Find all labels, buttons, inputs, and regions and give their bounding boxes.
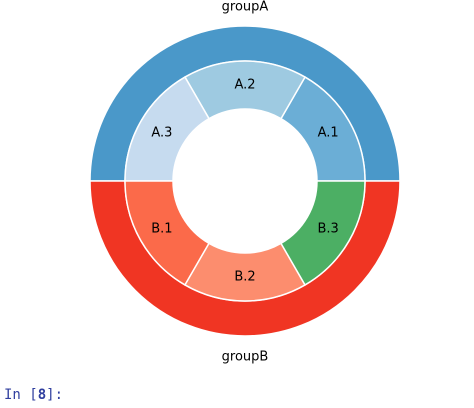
inner-label-b-1: B.1 [151, 222, 172, 237]
inner-label-b-3: B.3 [317, 222, 338, 237]
wedge-labels: groupA groupB A.1 A.2 A.3 B.1 B.2 B.3 [151, 0, 339, 364]
outer-label-groupb: groupB [222, 349, 269, 364]
inner-label-a-3: A.3 [151, 126, 172, 141]
outer-label-groupa: groupA [222, 0, 269, 15]
prompt-prefix: In [ [4, 387, 38, 403]
inner-wedge-b-3 [279, 180, 366, 286]
inner-ring [124, 60, 366, 302]
inner-label-a-2: A.2 [234, 78, 255, 93]
inner-label-a-1: A.1 [318, 126, 339, 141]
nested-donut-chart: groupA groupB A.1 A.2 A.3 B.1 B.2 B.3 [89, 0, 401, 364]
inner-label-b-2: B.2 [234, 270, 255, 285]
prompt-suffix: ]: [46, 387, 64, 403]
notebook-prompt: In [8]: [4, 387, 63, 403]
prompt-number: 8 [37, 387, 47, 403]
